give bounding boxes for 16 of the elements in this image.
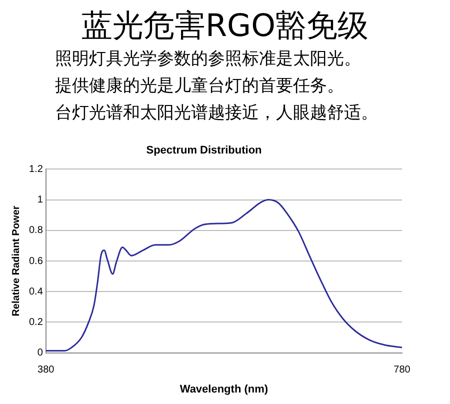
x-tick-label: 780 bbox=[394, 364, 411, 376]
text: 照明灯具光学参数的参照标准是太阳光。 bbox=[55, 48, 362, 71]
y-tick-label: 0.6 bbox=[28, 256, 44, 267]
y-tick-label: 0.4 bbox=[28, 286, 44, 298]
y-tick-label: 1.2 bbox=[28, 164, 44, 175]
y-axis-title: Relative Radiant Power bbox=[10, 206, 22, 316]
chart-title: 蓝光危害RGO豁免级 bbox=[80, 7, 370, 46]
x-axis-title: Wavelength (nm) bbox=[180, 383, 268, 396]
text: 台灯光谱和太阳光谱越接近，人眼越舒适。 bbox=[55, 102, 379, 125]
y-tick-label: 1 bbox=[37, 194, 44, 206]
chart-subtitle: Spectrum Distribution bbox=[146, 144, 262, 157]
y-tick-label: 0.2 bbox=[28, 316, 44, 328]
y-tick-label: 0.8 bbox=[28, 225, 44, 236]
y-tick-label: 0 bbox=[37, 348, 44, 359]
text: 提供健康的光是儿童台灯的首要任务。 bbox=[55, 75, 345, 98]
x-tick-label: 380 bbox=[38, 364, 55, 376]
